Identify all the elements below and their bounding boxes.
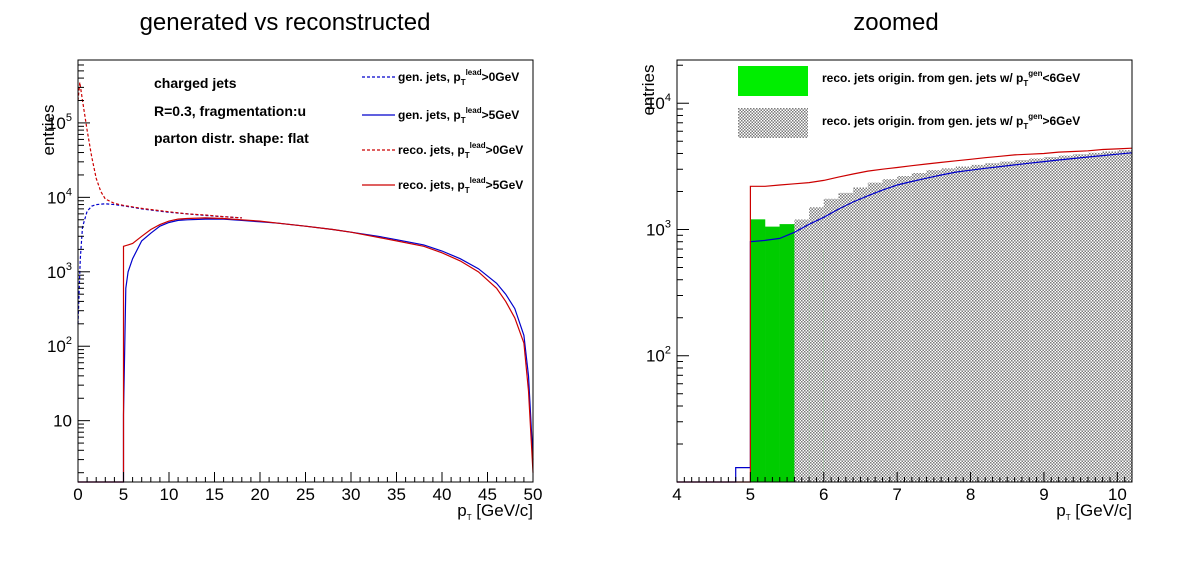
left-axis-ticks: 0 5 10 15 20 25 30 35 40 45 50 10 102 103 104 105 [47, 59, 543, 504]
legend-label-reco-0: reco. jets, pTlead>0GeV [398, 141, 523, 160]
right-xtick-label: 5 [746, 485, 755, 504]
right-xtick-label: 4 [672, 485, 681, 504]
right-xlabel: pT [GeV/c] [1056, 501, 1132, 522]
right-ytick-label: 102 [646, 345, 671, 366]
left-xtick-label: 25 [296, 485, 315, 504]
right-ytick-label: 103 [646, 218, 671, 239]
hatched-bar [1117, 150, 1132, 482]
legend-swatch-green [738, 66, 808, 96]
green-bar [764, 226, 780, 483]
left-xtick-label: 50 [524, 485, 543, 504]
left-xtick-label: 10 [160, 485, 179, 504]
hatched-bar [897, 176, 912, 482]
annotation-parton-shape: parton distr. shape: flat [154, 130, 309, 146]
legend-label-green: reco. jets origin. from gen. jets w/ pTg… [822, 69, 1080, 88]
left-xtick-label: 40 [433, 485, 452, 504]
green-bar [779, 224, 795, 483]
legend-label-reco-5: reco. jets, pTlead>5GeV [398, 176, 523, 195]
left-ytick-label: 105 [47, 112, 72, 133]
hatched-bar [1029, 158, 1044, 482]
left-ytick-label: 10 [53, 412, 72, 431]
hatched-bar [853, 187, 868, 482]
right-xtick-label: 6 [819, 485, 828, 504]
zoom-series-line-1 [677, 147, 1133, 483]
hatched-bar [911, 173, 927, 482]
series-line-2 [77, 82, 242, 219]
hatched-bar [1043, 157, 1059, 483]
left-xtick-label: 45 [478, 485, 497, 504]
right-chart-title: zoomed [853, 9, 938, 36]
left-ytick-label: 104 [47, 186, 72, 207]
left-ytick-label: 102 [47, 335, 72, 356]
legend-label-hatched: reco. jets origin. from gen. jets w/ pTg… [822, 112, 1080, 131]
left-xtick-label: 20 [251, 485, 270, 504]
left-xtick-label: 30 [342, 485, 361, 504]
right-ytick-label: 104 [646, 92, 671, 113]
annotation-radius: R=0.3, fragmentation:u [154, 103, 306, 119]
hatched-bar [867, 182, 883, 483]
left-xlabel: pT [GeV/c] [457, 501, 533, 522]
hatched-bar [794, 219, 810, 483]
hatched-bar [823, 198, 839, 483]
hatched-bar [809, 207, 824, 482]
right-xtick-label: 9 [1039, 485, 1048, 504]
hatched-bar [926, 170, 942, 482]
hatched-bar [838, 192, 854, 482]
hatched-bar [1087, 152, 1103, 482]
right-legend: reco. jets origin. from gen. jets w/ pTg… [738, 66, 1080, 138]
left-xtick-label: 5 [119, 485, 128, 504]
hatched-bar [1058, 155, 1074, 482]
left-ylabel: entries [39, 104, 58, 155]
left-plot-area [77, 82, 534, 483]
series-line-1 [78, 218, 534, 483]
hatched-bar [999, 161, 1015, 482]
left-chart: generated vs reconstructed 0 5 10 15 20 25 30 3… [39, 9, 542, 522]
legend-label-gen-0: gen. jets, pTlead>0GeV [398, 68, 519, 87]
left-annotation-block: charged jets R=0.3, fragmentation:u part… [154, 75, 309, 146]
left-xtick-label: 15 [205, 485, 224, 504]
hatched-bar [1014, 160, 1030, 482]
hatched-bar [1102, 151, 1118, 483]
hatched-bar [882, 179, 898, 482]
right-ylabel: entries [639, 64, 658, 115]
hatched-bar [955, 166, 971, 483]
hatched-bar [970, 164, 986, 482]
right-xtick-label: 8 [966, 485, 975, 504]
left-ytick-label: 103 [47, 261, 72, 282]
legend-label-gen-5: gen. jets, pTlead>5GeV [398, 106, 519, 125]
hatched-bar [1073, 154, 1088, 483]
zoom-series-line-0 [677, 152, 1133, 483]
right-chart: zoomed 4 5 6 7 8 9 10 102 103 104 entries pT [GeV… [639, 9, 1133, 522]
right-xtick-label: 7 [892, 485, 901, 504]
right-axis-ticks: 4 5 6 7 8 9 10 102 103 104 [646, 64, 1133, 504]
annotation-charged-jets: charged jets [154, 75, 237, 91]
legend-swatch-hatched [738, 108, 808, 138]
right-xtick-label: 10 [1108, 485, 1127, 504]
left-legend: gen. jets, pTlead>0GeV gen. jets, pTlead… [362, 68, 523, 195]
hatched-bar [941, 168, 956, 482]
hatched-bar [985, 163, 1000, 482]
series-line-0 [77, 203, 242, 324]
series-line-3 [78, 217, 534, 483]
left-xtick-label: 35 [387, 485, 406, 504]
right-plot-area [677, 147, 1133, 483]
left-chart-title: generated vs reconstructed [140, 9, 431, 36]
green-bar [750, 219, 766, 483]
left-xtick-label: 0 [73, 485, 82, 504]
